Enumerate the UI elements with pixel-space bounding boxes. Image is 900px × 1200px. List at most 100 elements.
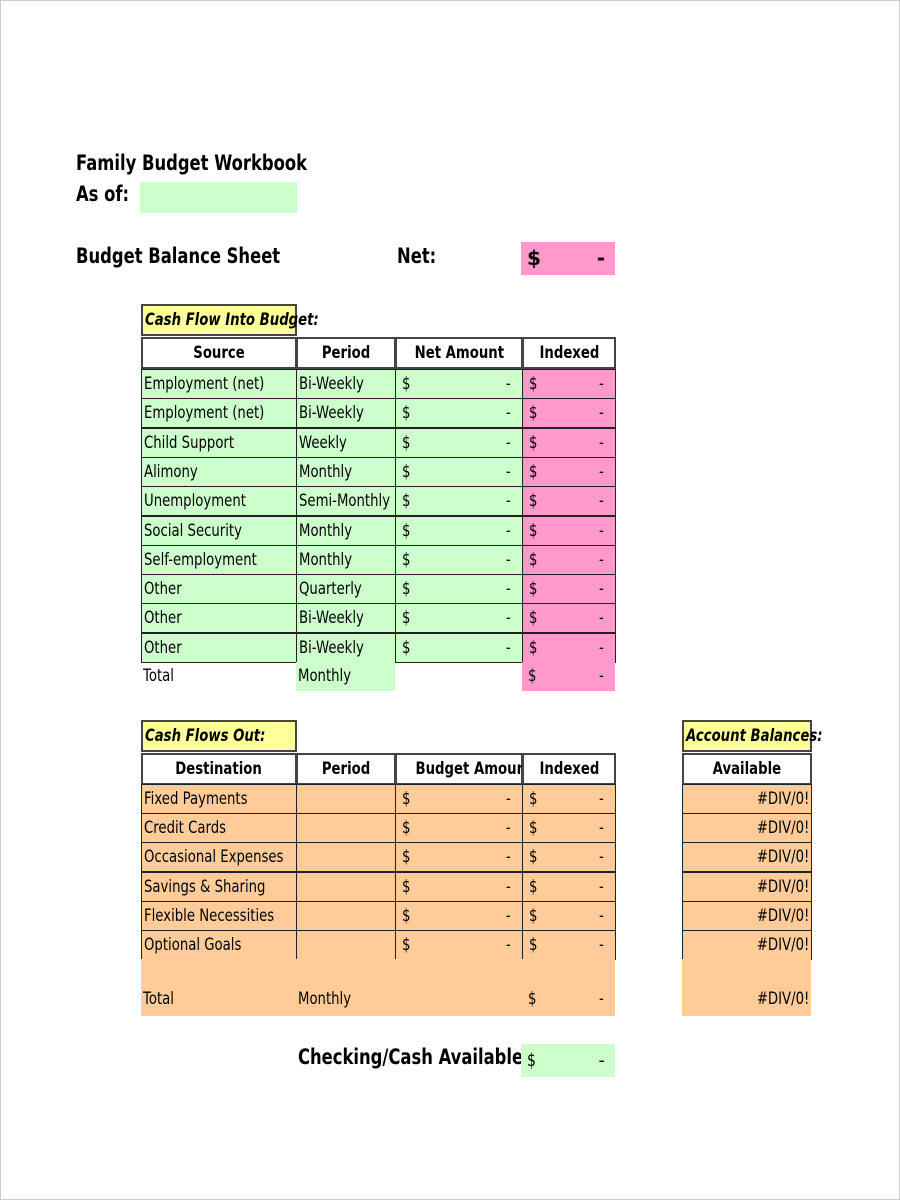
available-cell: #DIV/0! [682, 900, 812, 931]
destination-cell[interactable]: Fixed Payments [141, 784, 297, 814]
period-cell[interactable]: Bi-Weekly [296, 603, 396, 634]
net-amount-cell[interactable]: $ - [395, 544, 523, 575]
period-cell[interactable]: Monthly [296, 456, 396, 487]
indexed-cell: $ - [522, 871, 616, 902]
indexed-cell: $ - [522, 398, 616, 429]
available-cell: #DIV/0! [682, 784, 812, 814]
period-cell[interactable] [296, 871, 396, 902]
currency-symbol: $ [529, 935, 538, 955]
net-amount-cell[interactable]: $ - [395, 486, 523, 517]
destination-cell[interactable]: Savings & Sharing [141, 871, 297, 902]
checking-amount: - [598, 1050, 606, 1071]
balance-sheet-label: Budget Balance Sheet [76, 244, 338, 268]
amount-value: - [598, 847, 604, 868]
source-cell[interactable]: Self-employment [141, 544, 297, 575]
cell-text: Monthly [299, 461, 353, 482]
currency-symbol: $ [402, 432, 411, 453]
checking-input[interactable]: $ - [521, 1044, 615, 1077]
indexed-cell: $ - [522, 369, 616, 399]
cell-text: Period [321, 759, 371, 779]
source-cell[interactable]: Other [141, 632, 297, 663]
cell-text: Total [143, 989, 174, 1009]
currency-symbol: $ [402, 491, 411, 512]
cell-text: Budget Amount [415, 759, 533, 779]
net-amount-cell[interactable]: $ - [395, 398, 523, 429]
period-cell[interactable]: Bi-Weekly [296, 398, 396, 429]
period-cell[interactable] [296, 930, 396, 960]
source-cell[interactable]: Unemployment [141, 486, 297, 517]
as-of-input[interactable] [140, 182, 297, 213]
currency-symbol: $ [402, 847, 411, 868]
amount-value: - [505, 637, 511, 658]
currency-symbol: $ [529, 403, 538, 424]
balance-sheet-label-text: Budget Balance Sheet [76, 244, 281, 268]
amount-value: - [505, 847, 511, 868]
period-cell[interactable] [296, 784, 396, 814]
amount-value: - [505, 818, 511, 839]
budget-amount-cell[interactable]: $ - [395, 871, 523, 902]
amount-value: - [505, 432, 511, 453]
destination-cell[interactable]: Optional Goals [141, 930, 297, 960]
source-cell[interactable]: Other [141, 603, 297, 634]
period-cell[interactable] [296, 813, 396, 844]
period-cell[interactable]: Monthly [296, 515, 396, 546]
net-symbol: $ [527, 246, 541, 270]
net-amount: - [596, 246, 605, 270]
net-amount-cell[interactable]: $ - [395, 632, 523, 663]
budget-amount-cell[interactable]: $ - [395, 842, 523, 873]
period-cell[interactable]: Weekly [296, 427, 396, 458]
source-cell[interactable]: Social Security [141, 515, 297, 546]
destination-cell[interactable]: Credit Cards [141, 813, 297, 844]
net-amount-cell[interactable]: $ - [395, 369, 523, 399]
period-cell[interactable]: Bi-Weekly [296, 369, 396, 399]
inflow-total-period[interactable]: Monthly [296, 662, 395, 691]
net-amount-cell[interactable]: $ - [395, 456, 523, 487]
period-cell[interactable] [296, 842, 396, 873]
period-cell[interactable]: Semi-Monthly [296, 486, 396, 517]
cell-text: Net Amount [414, 343, 504, 363]
period-cell[interactable]: Monthly [296, 544, 396, 575]
net-amount-cell[interactable]: $ - [395, 574, 523, 605]
source-cell[interactable]: Employment (net) [141, 369, 297, 399]
column-header: Period [296, 753, 396, 785]
outflow-total-row [141, 959, 615, 1016]
period-cell[interactable] [296, 900, 396, 931]
currency-symbol: $ [402, 461, 411, 482]
destination-cell[interactable]: Occasional Expenses [141, 842, 297, 873]
source-cell[interactable]: Employment (net) [141, 398, 297, 429]
amount-value: - [505, 608, 511, 629]
indexed-cell: $ - [522, 813, 616, 844]
budget-amount-cell[interactable]: $ - [395, 813, 523, 844]
source-cell[interactable]: Child Support [141, 427, 297, 458]
currency-symbol: $ [529, 432, 538, 453]
budget-amount-cell[interactable]: $ - [395, 930, 523, 960]
period-cell[interactable]: Quarterly [296, 574, 396, 605]
net-amount-cell[interactable]: $ - [395, 515, 523, 546]
budget-amount-cell[interactable]: $ - [395, 900, 523, 931]
cell-text: #DIV/0! [756, 818, 809, 839]
amount-value: - [598, 579, 604, 600]
destination-cell[interactable]: Flexible Necessities [141, 900, 297, 931]
net-label: Net: [397, 244, 447, 268]
net-amount-cell[interactable]: $ - [395, 427, 523, 458]
period-cell[interactable]: Bi-Weekly [296, 632, 396, 663]
source-cell[interactable]: Alimony [141, 456, 297, 487]
budget-amount-cell[interactable]: $ - [395, 784, 523, 814]
column-header: Indexed [522, 337, 616, 369]
cell-text: Weekly [299, 432, 347, 453]
amount-value: - [505, 935, 511, 955]
indexed-cell: $ - [522, 930, 616, 960]
cell-text: Indexed [539, 343, 599, 363]
cell-text: Other [144, 637, 182, 658]
indexed-cell: $ - [522, 632, 616, 663]
cell-text: Other [144, 579, 182, 600]
net-amount-cell[interactable]: $ - [395, 603, 523, 634]
cell-text: Bi-Weekly [299, 403, 364, 424]
currency-symbol: $ [402, 549, 411, 570]
source-cell[interactable]: Other [141, 574, 297, 605]
cell-text: Bi-Weekly [299, 608, 364, 629]
cell-text: Other [144, 608, 182, 629]
amount-value: - [598, 989, 604, 1009]
cell-text: Monthly [298, 666, 352, 686]
